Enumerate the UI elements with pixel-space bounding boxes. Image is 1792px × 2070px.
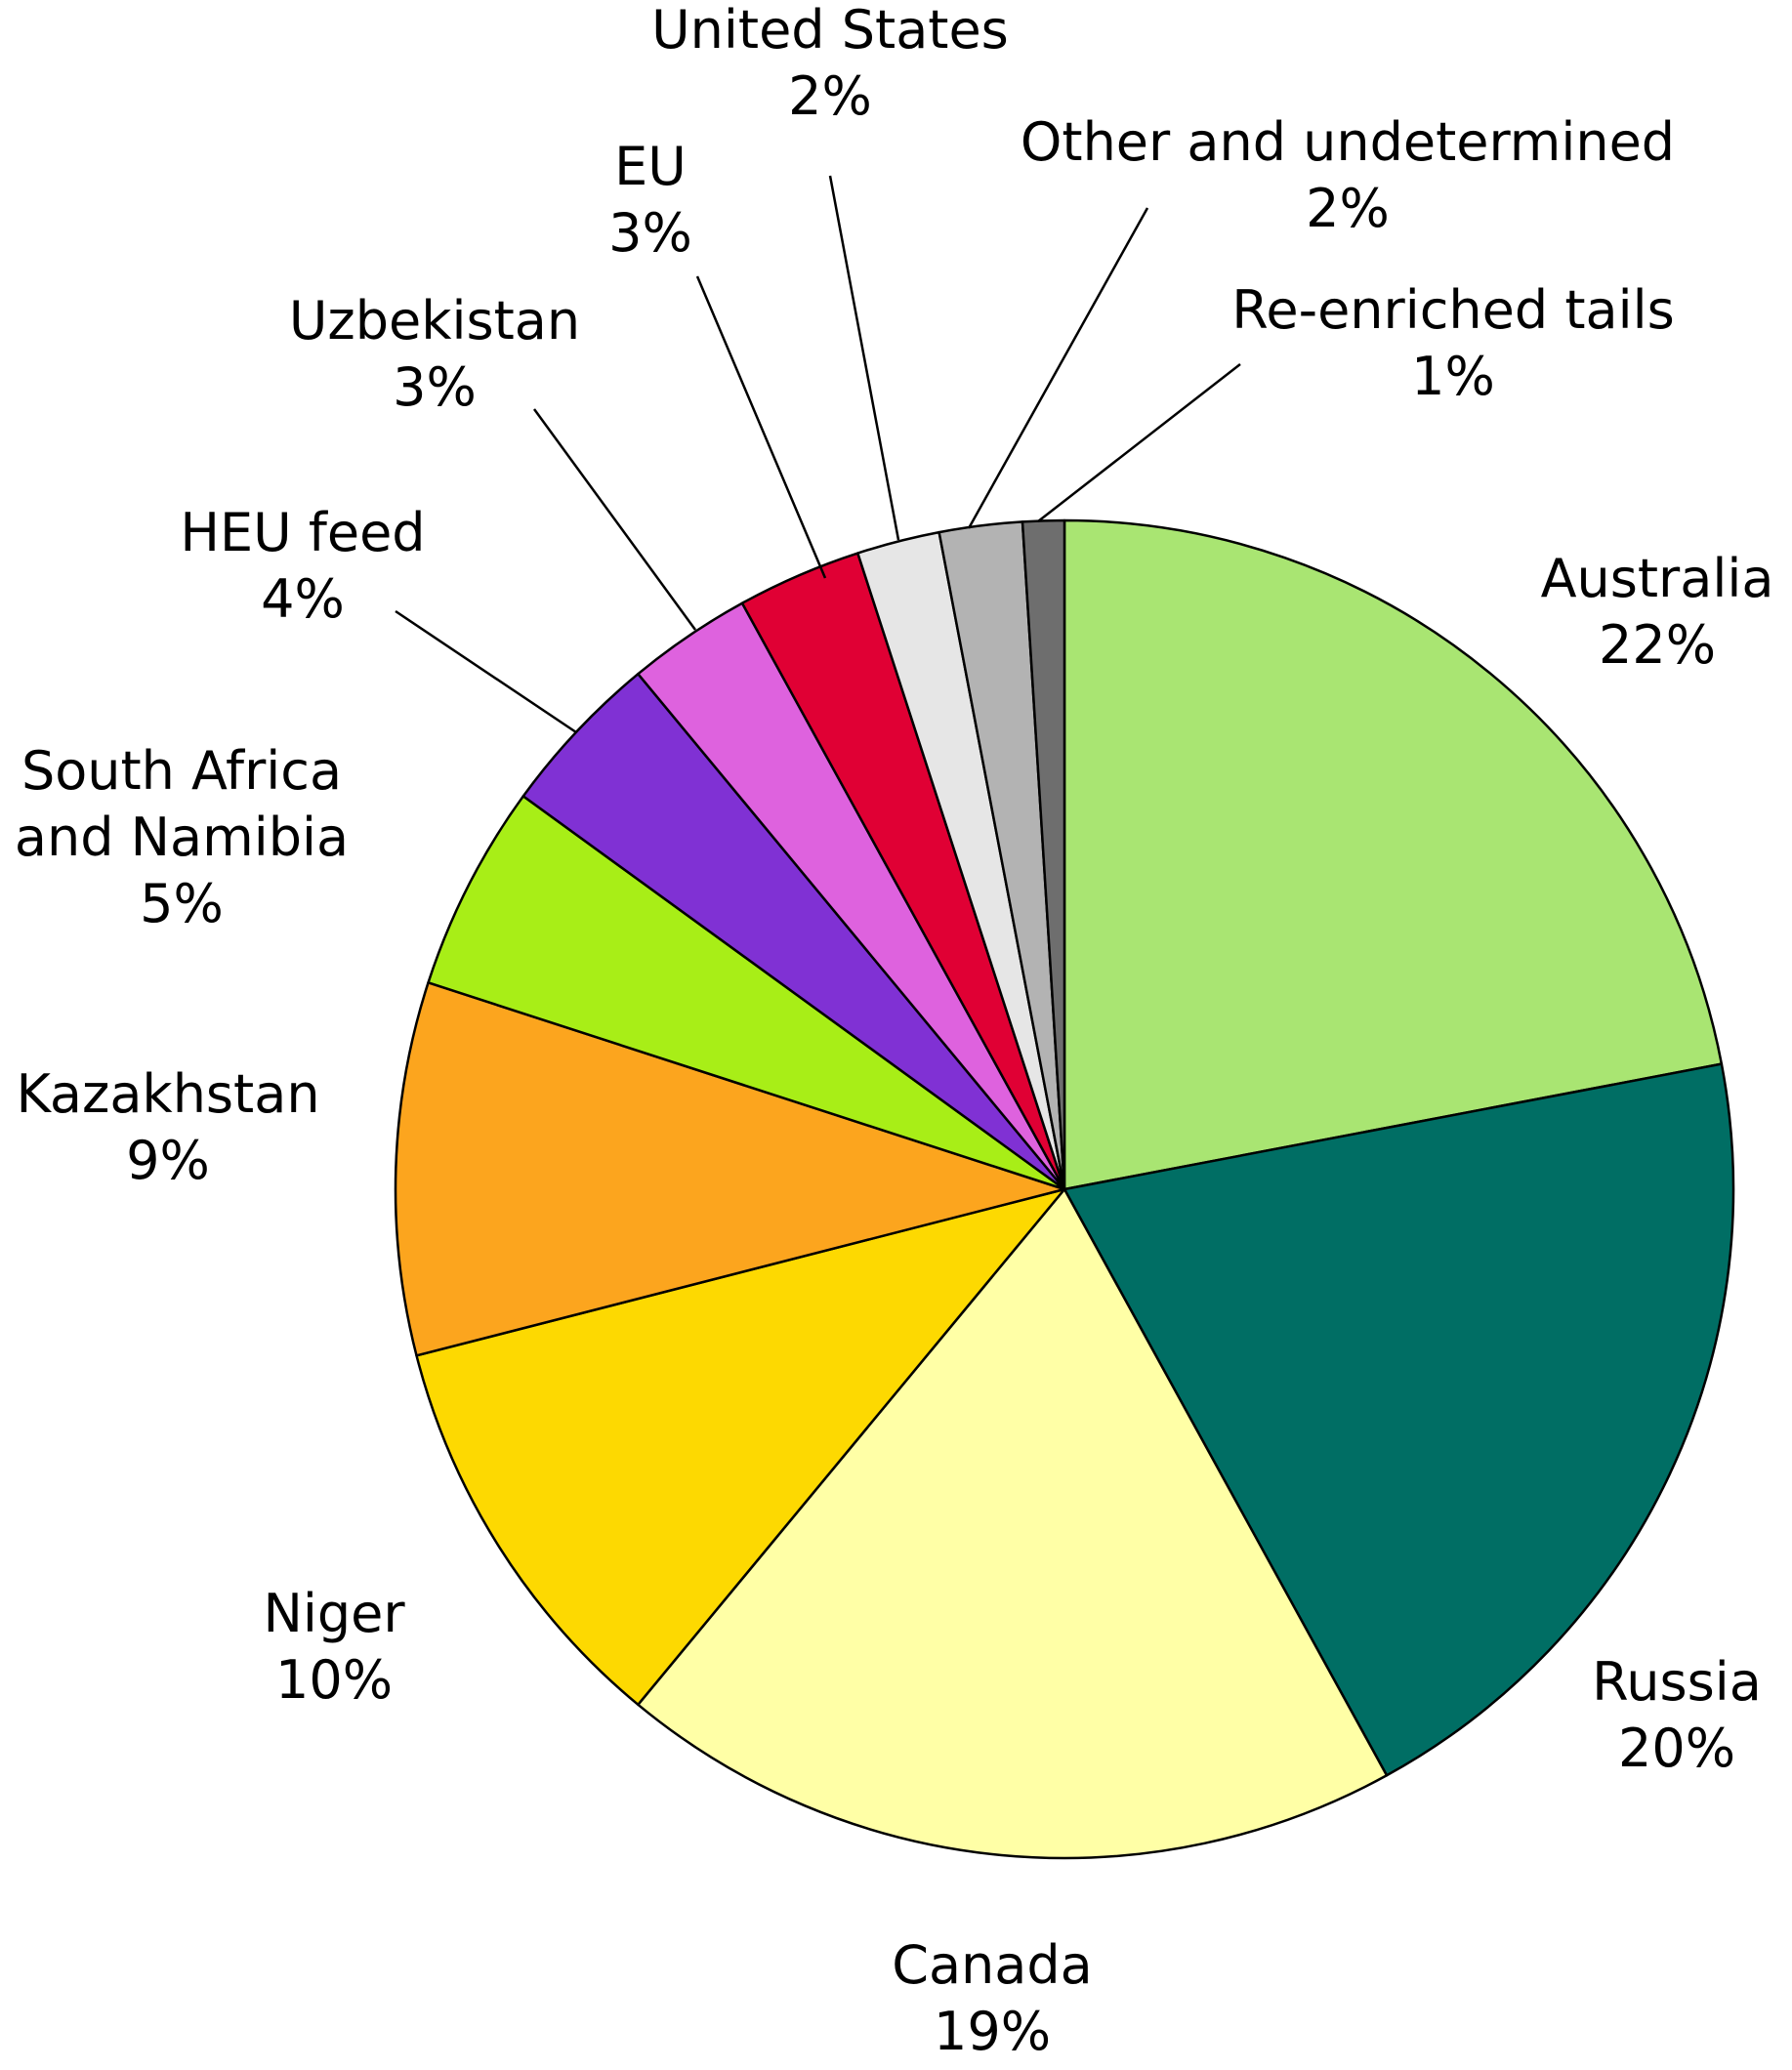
slice-label-other-and-undetermined: Other and undetermined 2%: [1021, 111, 1675, 239]
slice-name: United States: [651, 0, 1009, 61]
pie-slice-russia: [1063, 1062, 1735, 1777]
pie-slice-south-africa-and-namibia: [427, 795, 1066, 1191]
slice-name: Uzbekistan: [289, 290, 580, 352]
slice-name: HEU feed: [180, 502, 425, 563]
slice-percent: 2%: [788, 65, 872, 127]
slice-percent: 4%: [261, 568, 345, 630]
leader-line: [967, 207, 1149, 529]
slice-percent: 3%: [393, 356, 477, 418]
slice-labels: Australia 22% Russia 20% Canada 19% Niger 10% Ka…: [15, 0, 1774, 2062]
leader-line: [532, 408, 697, 631]
slice-percent: 22%: [1599, 614, 1716, 676]
leader-lines: [395, 175, 1241, 734]
slice-percent: 3%: [608, 202, 692, 264]
slice-percent: 10%: [275, 1649, 393, 1711]
slice-percent: 19%: [934, 2001, 1051, 2062]
slice-name: EU: [614, 136, 687, 197]
slice-name: Kazakhstan: [16, 1063, 319, 1125]
slice-percent: 1%: [1411, 346, 1495, 407]
slice-label-united-states: United States 2%: [651, 0, 1009, 127]
slice-percent: 5%: [140, 873, 224, 934]
slice-label-heu-feed: HEU feed 4%: [180, 502, 425, 630]
pie-slice-re-enriched-tails: [1021, 518, 1066, 1191]
slice-label-russia: Russia 20%: [1592, 1651, 1762, 1779]
pie-slice-kazakhstan: [394, 981, 1066, 1357]
slice-percent: 9%: [126, 1130, 210, 1191]
slice-label-eu: EU 3%: [608, 136, 692, 264]
slice-percent: 20%: [1618, 1718, 1735, 1779]
slice-label-south-africa-and-namibia: South Africa and Namibia 5%: [15, 740, 349, 934]
slice-label-canada: Canada 19%: [892, 1934, 1092, 2062]
pie-slice-canada: [637, 1187, 1389, 1860]
slice-name: South Africa: [21, 740, 342, 802]
slice-label-australia: Australia 22%: [1541, 548, 1774, 676]
slice-percent: 2%: [1306, 178, 1390, 239]
pie-slice-niger: [415, 1187, 1066, 1707]
pie-slices: [394, 518, 1735, 1860]
slice-name: Other and undetermined: [1021, 111, 1675, 173]
leader-line: [395, 609, 577, 734]
leader-line: [695, 275, 827, 579]
slice-label-re-enriched-tails: Re-enriched tails 1%: [1231, 279, 1674, 407]
slice-name: Re-enriched tails: [1231, 279, 1674, 341]
slice-name: and Namibia: [15, 807, 349, 868]
slice-name: Australia: [1541, 548, 1774, 609]
slice-label-niger: Niger 10%: [263, 1583, 405, 1711]
slice-name: Canada: [892, 1934, 1092, 1996]
leader-line: [828, 175, 900, 541]
slice-label-uzbekistan: Uzbekistan 3%: [289, 290, 580, 418]
slice-name: Russia: [1592, 1651, 1762, 1713]
slice-label-kazakhstan: Kazakhstan 9%: [16, 1063, 319, 1191]
slice-name: Niger: [263, 1583, 405, 1644]
leader-line: [1037, 363, 1241, 522]
pie-slice-australia: [1063, 518, 1724, 1191]
